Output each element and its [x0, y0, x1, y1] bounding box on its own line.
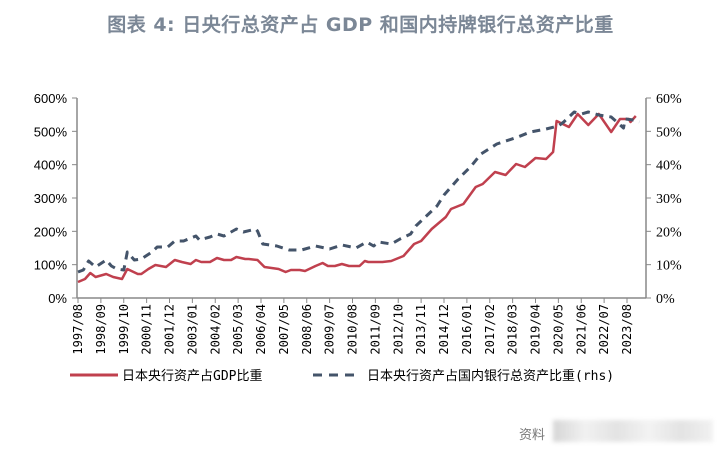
x-tick-label: 2019/04 [529, 304, 543, 355]
right-tick-label: 60% [656, 92, 682, 107]
right-tick-label: 40% [656, 159, 682, 174]
left-tick-label: 100% [34, 258, 68, 273]
x-tick-label: 2006/04 [254, 304, 268, 355]
source-label: 资料 [519, 428, 546, 443]
x-tick-label: 2005/03 [231, 304, 245, 355]
series-line-gdp-ratio [77, 112, 637, 284]
x-tick-label: 2004/02 [208, 304, 222, 355]
x-tick-label: 1997/08 [71, 304, 85, 355]
x-tick-label: 2007/05 [277, 304, 291, 355]
right-tick-label: 20% [656, 225, 682, 240]
x-tick-label: 2021/06 [574, 304, 588, 355]
x-tick-label: 2016/01 [460, 304, 474, 355]
x-tick-label: 2000/11 [140, 304, 154, 355]
right-tick-label: 30% [656, 192, 682, 207]
x-tick-label: 1999/10 [117, 304, 131, 355]
x-tick-label: 2010/08 [346, 304, 360, 355]
right-tick-label: 10% [656, 259, 682, 274]
x-tick-label: 2011/09 [368, 304, 382, 355]
legend-label-gdp-ratio: 日本央行资产占GDP比重 [122, 368, 262, 384]
x-tick-label: 2009/07 [323, 304, 337, 355]
x-tick-label: 1998/09 [94, 304, 108, 355]
left-tick-label: 0% [48, 291, 67, 306]
right-tick-label: 50% [656, 125, 682, 140]
left-tick-label: 600% [34, 91, 68, 106]
right-tick-label: 0% [656, 292, 675, 307]
legend-label-bank-assets-ratio: 日本央行资产占国内银行总资产比重(rhs) [367, 368, 614, 384]
left-tick-label: 200% [34, 224, 68, 239]
x-tick-label: 2003/01 [185, 304, 199, 355]
chart-title: 图表 4: 日央行总资产占 GDP 和国内持牌银行总资产比重 [107, 14, 614, 36]
x-tick-label: 2013/11 [414, 304, 428, 355]
series-line-bank-assets-ratio [77, 110, 640, 274]
x-tick-label: 2017/02 [483, 304, 497, 355]
left-tick-label: 400% [34, 158, 68, 173]
left-tick-label: 500% [34, 124, 68, 139]
watermark-blur [553, 420, 713, 442]
x-tick-label: 2008/06 [300, 304, 314, 355]
x-tick-label: 2018/03 [506, 304, 520, 355]
left-tick-label: 300% [34, 191, 68, 206]
x-tick-label: 2023/08 [620, 304, 634, 355]
x-tick-label: 2012/10 [391, 304, 405, 355]
x-tick-label: 2001/12 [163, 304, 177, 355]
x-tick-label: 2022/07 [597, 304, 611, 355]
x-tick-label: 2020/05 [551, 304, 565, 355]
x-tick-label: 2014/12 [437, 304, 451, 355]
